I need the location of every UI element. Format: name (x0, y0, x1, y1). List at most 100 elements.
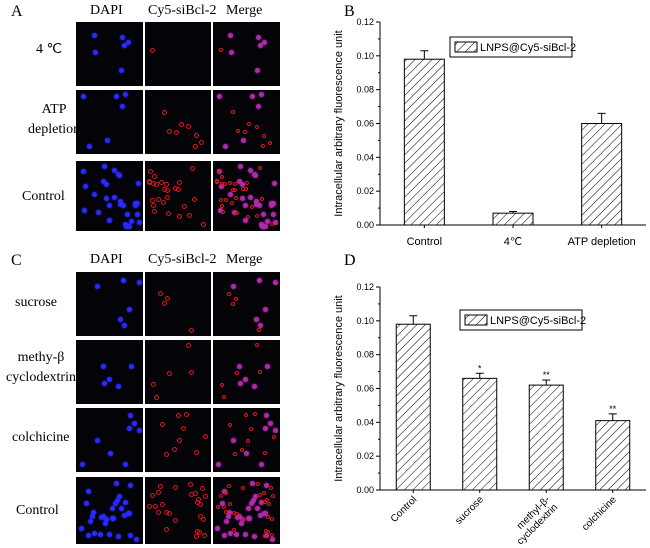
cy5-signal (189, 369, 195, 375)
cy5-signal (201, 516, 207, 522)
merge-nucleus (257, 277, 263, 283)
cy5-signal (193, 490, 199, 496)
merge-cy5-signal (269, 517, 274, 522)
dapi-nucleus (116, 534, 122, 540)
merge-cy5-signal (222, 395, 227, 400)
merge-nucleus (231, 284, 237, 290)
cy5-signal (166, 210, 172, 216)
significance-mark: ** (609, 404, 617, 414)
cy5-signal (164, 451, 170, 457)
y-tick-label: 0.06 (356, 119, 374, 129)
merge-cy5-signal (245, 438, 250, 443)
merge-cy5-signal (241, 485, 246, 490)
dapi-nucleus (123, 223, 129, 229)
y-tick-label: 0.02 (356, 451, 374, 461)
merge-cy5-signal (235, 371, 240, 376)
dapi-nucleus (118, 505, 124, 511)
merge-cy5-signal (240, 447, 245, 452)
dapi-nucleus (110, 506, 116, 512)
merge-cy5-signal (265, 530, 270, 535)
dapi-nucleus (101, 364, 107, 370)
merge-cy5-signal (262, 133, 267, 138)
dapi-nucleus (110, 516, 116, 522)
merge-cy5-signal (232, 452, 237, 457)
merge-nucleus (229, 50, 235, 55)
bar (492, 212, 534, 226)
dapi-nucleus (122, 461, 128, 467)
merge-cy5-signal (224, 510, 229, 515)
merge-nucleus (258, 513, 264, 519)
cy5-signal (148, 168, 154, 174)
merge-nucleus (263, 412, 269, 418)
merge-nucleus (243, 217, 249, 223)
merge-nucleus (260, 212, 266, 218)
merge-cy5-signal (218, 493, 223, 498)
cy5-signal (162, 301, 168, 307)
merge-cy5-signal (258, 166, 263, 171)
dapi-nucleus (118, 199, 124, 205)
merge-cy5-signal (268, 486, 273, 491)
dapi-nucleus (133, 537, 139, 543)
cy5-signal (172, 485, 178, 491)
merge-nucleus (258, 322, 264, 328)
cy5-signal (172, 517, 178, 523)
dapi-nucleus (87, 143, 93, 149)
merge-nucleus (243, 202, 249, 208)
y-tick-label: 0.10 (356, 316, 374, 326)
merge-cy5-signal (254, 124, 259, 129)
merge-cy5-signal (271, 434, 276, 439)
merge-cy5-signal (216, 169, 221, 174)
merge-cy5-signal (230, 301, 235, 306)
merge-nucleus (215, 526, 221, 532)
y-tick-label: 0.08 (356, 350, 374, 360)
x-tick-label: methyl-β-cyclodextrin (507, 494, 560, 547)
merge-cy5-signal (222, 182, 227, 187)
cy5-signal (198, 501, 204, 507)
dapi-nucleus (122, 513, 128, 519)
cy5-signal (193, 133, 199, 139)
bar (595, 420, 631, 491)
dapi-nucleus (111, 167, 117, 173)
dapi-nucleus (89, 513, 95, 519)
merge-nucleus (258, 461, 264, 467)
dapi-nucleus (127, 532, 133, 538)
merge-cy5-signal (220, 209, 225, 214)
dapi-nucleus (114, 498, 120, 504)
dapi-nucleus (129, 218, 135, 224)
merge-nucleus (273, 280, 279, 286)
dapi-nucleus (91, 191, 97, 197)
merge-nucleus (259, 223, 265, 229)
cy5-signal (199, 140, 205, 146)
legend-swatch (464, 314, 488, 326)
merge-cy5-signal (233, 195, 238, 200)
merge-nucleus (231, 209, 237, 215)
merge-cy5-signal (215, 504, 220, 509)
dapi-nucleus (133, 201, 139, 207)
bar (528, 384, 564, 491)
cy5-signal (162, 109, 168, 115)
cy5-signal (159, 180, 165, 186)
panel-a-row-label-control: Control (22, 189, 65, 204)
dapi-nucleus (127, 483, 133, 489)
cy5-signal (153, 504, 159, 510)
merge-nucleus (240, 516, 246, 522)
merge-cy5-signal (228, 422, 233, 427)
cy5-signal (187, 481, 193, 487)
merge-nucleus (250, 498, 256, 504)
x-tick-label: 4℃ (504, 236, 522, 248)
panel-c-col-dapi: DAPI (90, 252, 123, 267)
cy5-signal (150, 47, 155, 53)
y-tick-label: 0.12 (356, 282, 374, 292)
merge-cy5-signal (241, 518, 246, 523)
merge-cy5-signal (256, 482, 261, 487)
dapi-nucleus (127, 307, 133, 313)
merge-nucleus (233, 532, 239, 538)
panel-a-col-merge: Merge (226, 3, 263, 18)
channel-divider (211, 272, 213, 336)
panel-letter-a: A (11, 3, 23, 20)
merge-nucleus (250, 480, 256, 486)
merge-nucleus (246, 516, 252, 522)
legend-box (459, 309, 583, 331)
bar (462, 377, 498, 491)
merge-cy5-signal (233, 188, 238, 193)
